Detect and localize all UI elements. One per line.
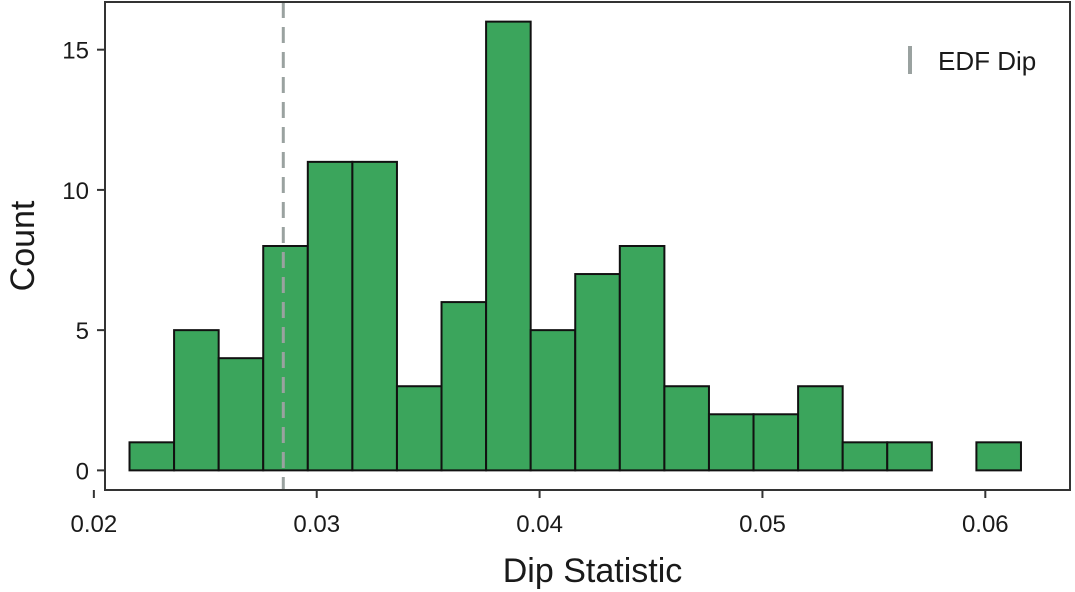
histogram-bar-1 <box>128 441 176 472</box>
histogram-bar-3 <box>217 357 265 472</box>
histogram-bar-4 <box>262 245 309 472</box>
x-axis-title: Dip Statistic <box>503 552 683 590</box>
histogram-bar-12 <box>618 245 666 472</box>
y-axis-title: Count <box>4 200 42 291</box>
histogram-bar-14 <box>707 413 755 472</box>
x-tick-label: 0.02 <box>70 511 117 538</box>
legend: EDF Dip <box>908 46 1036 76</box>
histogram-bar-8 <box>440 301 488 472</box>
histogram-bar-9 <box>485 20 532 472</box>
x-tick-label: 0.03 <box>293 511 340 538</box>
x-tick-label: 0.05 <box>739 511 786 538</box>
legend-label-edf-dip: EDF Dip <box>938 46 1036 76</box>
histogram-bar-18 <box>886 441 933 472</box>
y-tick-label: 15 <box>62 38 89 65</box>
x-axis-ticks: 0.02 0.03 0.04 0.05 0.06 <box>70 490 1009 538</box>
histogram-bar-11 <box>574 273 621 472</box>
y-tick-label: 10 <box>62 178 89 205</box>
histogram-bar-20 <box>975 441 1022 472</box>
y-tick-label: 5 <box>76 318 89 345</box>
y-axis-ticks: 0 5 10 15 <box>62 38 105 485</box>
histogram-bar-15 <box>752 413 800 472</box>
histogram-bar-7 <box>395 385 443 472</box>
histogram-bars <box>128 20 1022 472</box>
histogram-bar-13 <box>663 385 710 472</box>
histogram-bar-10 <box>529 329 577 472</box>
histogram-bar-17 <box>841 441 889 472</box>
plot-panel-border <box>104 1 1071 491</box>
x-tick-label: 0.06 <box>962 511 1009 538</box>
histogram-bar-5 <box>306 160 354 472</box>
histogram-bar-2 <box>173 329 220 472</box>
x-tick-label: 0.04 <box>516 511 563 538</box>
y-tick-label: 0 <box>76 458 89 485</box>
histogram-bar-6 <box>351 160 398 472</box>
histogram-bar-16 <box>797 385 844 472</box>
